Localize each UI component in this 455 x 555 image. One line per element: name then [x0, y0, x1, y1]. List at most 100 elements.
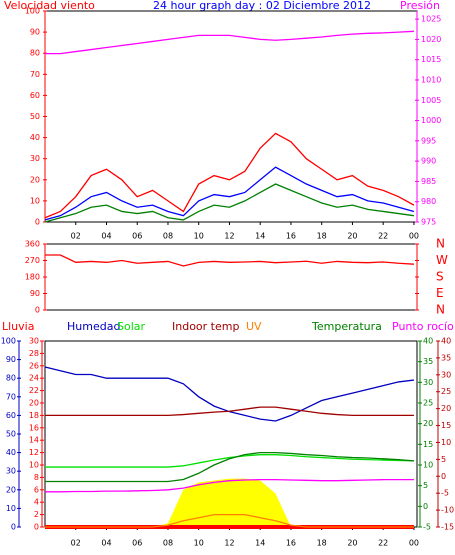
- y-tick-label: 0: [35, 306, 40, 315]
- y-tick-label: 1015: [421, 55, 441, 64]
- y-tick-label: 10: [6, 504, 16, 513]
- series-line: [45, 513, 414, 528]
- x-tick-label: 12: [224, 232, 234, 241]
- y-tick-label: 15: [441, 421, 451, 430]
- series-line: [45, 454, 414, 468]
- y-tick-label: 980: [421, 197, 436, 206]
- y-tick-label: 15: [423, 440, 433, 449]
- y-tick-label: 25: [441, 387, 451, 396]
- y-tick-label: 1000: [421, 116, 441, 125]
- plot-area: [44, 10, 418, 223]
- y-tick-label: 70: [6, 392, 16, 401]
- y-tick-label: 24: [29, 374, 39, 383]
- y-tick-label: 5: [423, 481, 428, 490]
- series-line: [45, 30, 414, 55]
- y-tick-label: 18: [29, 411, 39, 420]
- x-tick-label: 04: [101, 232, 111, 241]
- y-tick-label: 30: [30, 154, 40, 163]
- y-tick-label: 10: [423, 461, 433, 470]
- y-tick-label: 35: [441, 353, 451, 362]
- x-tick-label: 02: [71, 539, 81, 548]
- y-tick-label: 12: [29, 448, 39, 457]
- x-tick-label: 16: [286, 232, 296, 241]
- x-tick-label: 14: [255, 539, 265, 548]
- y-tick-label: 975: [421, 218, 436, 227]
- x-tick-label: 00: [409, 232, 419, 241]
- y-tick-label: -5: [423, 523, 431, 532]
- y-tick-label: 50: [6, 430, 16, 439]
- y-tick-label: 0: [423, 502, 428, 511]
- y-tick-label: 70: [30, 70, 40, 79]
- y-tick-label: 360: [25, 240, 40, 249]
- series-line: [44, 166, 415, 221]
- x-tick-label: 12: [224, 539, 234, 548]
- y-tick-label: 0: [441, 472, 446, 481]
- y-tick-label: 60: [30, 91, 40, 100]
- y-tick-label: 35: [423, 357, 433, 366]
- x-tick-label: 00: [409, 539, 419, 548]
- y-tick-label: 10: [441, 438, 451, 447]
- y-tick-label: -5: [441, 489, 449, 498]
- plot-area: [44, 243, 418, 311]
- y-tick-label: 100: [1, 337, 16, 346]
- y-tick-label: 8: [34, 473, 39, 482]
- y-tick-label: 2: [34, 510, 39, 519]
- y-tick-label: 20: [441, 404, 451, 413]
- y-tick-label: 30: [423, 378, 433, 387]
- y-tick-label: -15: [441, 523, 454, 532]
- legend-label: Humedad: [67, 320, 120, 333]
- x-tick-label: 06: [132, 232, 142, 241]
- y-tick-label: 14: [29, 436, 39, 445]
- y-tick-label: 30: [29, 337, 39, 346]
- y-tick-label: E: [436, 286, 444, 300]
- y-tick-label: 4: [34, 498, 39, 507]
- y-tick-label: 20: [6, 485, 16, 494]
- y-tick-label: 1010: [421, 75, 441, 84]
- y-tick-label: 80: [6, 374, 16, 383]
- legend-label: UV: [246, 320, 262, 333]
- x-tick-label: 10: [194, 539, 204, 548]
- y2-axis-title: Presión: [400, 0, 440, 12]
- x-tick-label: 06: [132, 539, 142, 548]
- y-tick-label: 90: [30, 28, 40, 37]
- y-tick-label: 90: [30, 289, 40, 298]
- x-tick-label: 22: [378, 539, 388, 548]
- y-tick-label: N: [436, 237, 445, 251]
- y-tick-label: 80: [30, 49, 40, 58]
- y-tick-label: 20: [30, 175, 40, 184]
- series-line: [45, 406, 414, 417]
- y-tick-label: 180: [25, 273, 40, 282]
- y-tick-label: 26: [29, 361, 39, 370]
- y-tick-label: 0: [34, 523, 39, 532]
- y-tick-label: 6: [34, 485, 39, 494]
- x-tick-label: 08: [163, 232, 173, 241]
- y-tick-label: 50: [30, 112, 40, 121]
- y-axis-title: Velocidad viento: [4, 0, 95, 12]
- y-tick-label: 20: [29, 399, 39, 408]
- y-tick-label: 995: [421, 136, 436, 145]
- y-tick-label: 40: [423, 337, 433, 346]
- x-tick-label: 20: [347, 232, 357, 241]
- legend-label: Indoor temp: [172, 320, 239, 333]
- y-tick-label: 990: [421, 157, 436, 166]
- legend-label: Lluvia: [2, 320, 34, 333]
- y-tick-label: 100: [25, 7, 40, 16]
- y-tick-label: 25: [423, 399, 433, 408]
- y-tick-label: 28: [29, 349, 39, 358]
- x-tick-label: 18: [317, 232, 327, 241]
- legend-label: Solar: [117, 320, 146, 333]
- y-tick-label: 10: [30, 196, 40, 205]
- y-tick-label: 1020: [421, 35, 441, 44]
- series-line: [45, 479, 414, 493]
- x-tick-label: 04: [101, 539, 111, 548]
- y-tick-label: 40: [441, 337, 451, 346]
- y-tick-label: 985: [421, 177, 436, 186]
- x-tick-label: 22: [378, 232, 388, 241]
- x-tick-label: 18: [317, 539, 327, 548]
- y-tick-label: 22: [29, 386, 39, 395]
- series-line: [45, 254, 414, 267]
- y-tick-label: 20: [423, 419, 433, 428]
- x-tick-label: 02: [71, 232, 81, 241]
